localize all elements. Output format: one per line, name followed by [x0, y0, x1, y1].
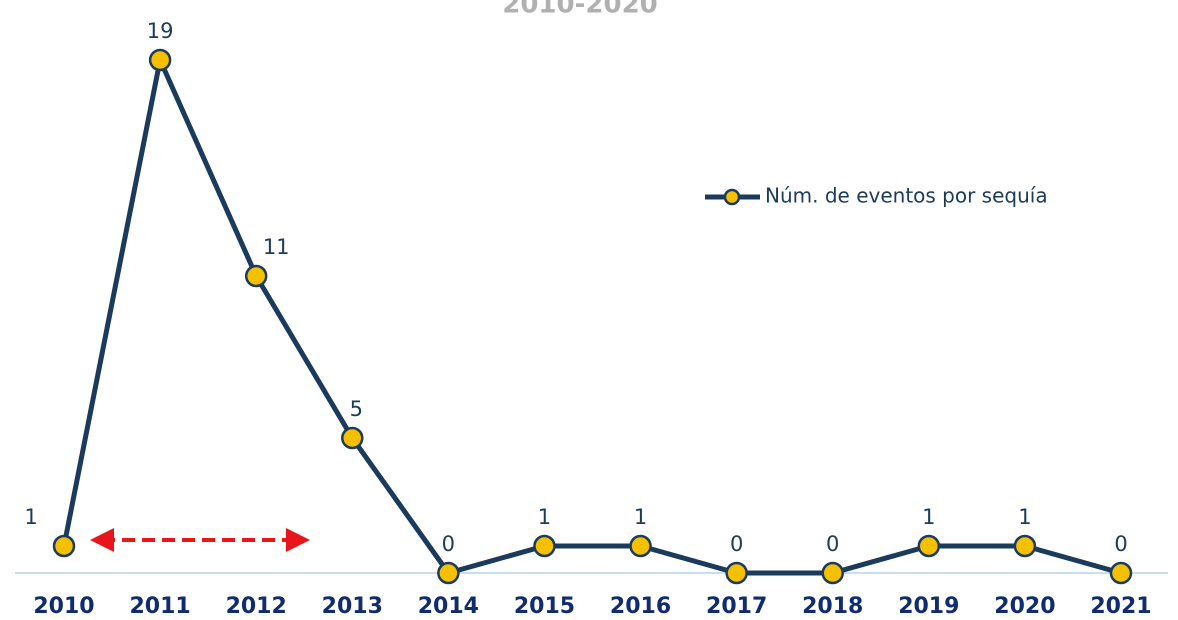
data-point [148, 48, 172, 72]
data-point [244, 264, 268, 288]
data-label: 0 [826, 532, 839, 556]
legend-label: Núm. de eventos por sequía [765, 184, 1048, 208]
data-label: 11 [263, 235, 290, 259]
series-line [61, 57, 1122, 576]
x-tick-label: 2021 [1090, 594, 1151, 619]
data-point [52, 534, 76, 558]
data-label: 1 [538, 505, 551, 529]
data-point [437, 561, 460, 585]
data-label: 0 [1114, 532, 1127, 556]
data-label: 1 [922, 505, 935, 529]
x-tick-label: 2016 [610, 594, 671, 619]
x-tick-label: 2017 [706, 594, 767, 619]
data-point [341, 426, 364, 450]
x-tick-label: 2020 [994, 594, 1055, 619]
data-label: 1 [24, 505, 37, 529]
legend-marker [723, 188, 741, 206]
x-tick-label: 2015 [514, 594, 575, 619]
data-point [725, 561, 748, 585]
data-point [1109, 561, 1133, 585]
data-label: 0 [730, 532, 743, 556]
legend: Núm. de eventos por sequía [705, 184, 1048, 208]
x-tick-label: 2012 [226, 594, 287, 619]
data-point [821, 561, 844, 585]
data-label: 19 [147, 19, 174, 43]
x-tick-label: 2018 [802, 594, 863, 619]
chart-title: 2010-2020 [502, 0, 658, 20]
x-tick-label: 2014 [418, 594, 479, 619]
x-tick-label: 2019 [898, 594, 959, 619]
x-tick-label: 2013 [322, 594, 383, 619]
data-point [533, 534, 556, 558]
data-point [917, 534, 941, 558]
data-label: 1 [1018, 505, 1031, 529]
data-label: 5 [350, 397, 363, 421]
x-tick-label: 2011 [129, 594, 190, 619]
data-label: 0 [442, 532, 455, 556]
data-point [1013, 534, 1037, 558]
data-label: 1 [634, 505, 647, 529]
data-point [629, 534, 652, 558]
x-tick-label: 2010 [33, 594, 94, 619]
